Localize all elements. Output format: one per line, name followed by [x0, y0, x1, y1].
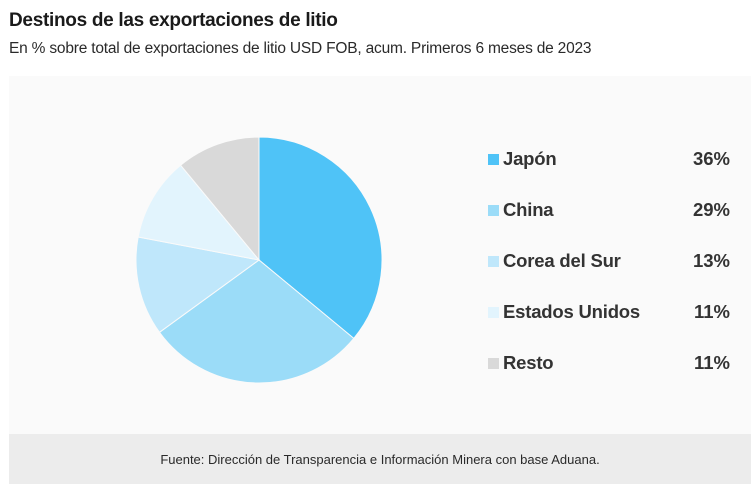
legend: Japón 36% China 29% Corea del Sur 13% Es…: [488, 148, 740, 403]
legend-swatch-icon: [488, 256, 499, 267]
legend-label: China: [503, 199, 554, 220]
chart-title: Destinos de las exportaciones de litio: [9, 10, 338, 31]
pie-slice-china: [158, 259, 355, 384]
legend-value: 11%: [693, 352, 730, 373]
legend-label: Estados Unidos: [503, 301, 640, 322]
legend-label: Corea del Sur: [503, 250, 621, 271]
pie-slice-japón: [258, 136, 383, 340]
legend-item: China 29%: [488, 199, 740, 250]
legend-value: 29%: [692, 199, 730, 220]
legend-swatch-icon: [488, 358, 499, 369]
legend-label: Japón: [503, 148, 557, 169]
pie-slice-estados-unidos: [137, 164, 261, 261]
legend-swatch-icon: [488, 205, 499, 216]
source-note: Fuente: Dirección de Transparencia e Inf…: [9, 434, 751, 484]
source-text: Fuente: Dirección de Transparencia e Inf…: [160, 451, 600, 467]
pie-slice-corea-del-sur: [135, 236, 261, 333]
legend-item: Corea del Sur 13%: [488, 250, 740, 301]
chart-subtitle: En % sobre total de exportaciones de lit…: [9, 40, 592, 57]
legend-item: Japón 36%: [488, 148, 740, 199]
legend-swatch-icon: [488, 154, 499, 165]
legend-item: Resto 11%: [488, 352, 740, 403]
legend-label: Resto: [503, 352, 554, 373]
legend-swatch-icon: [488, 307, 499, 318]
legend-value: 11%: [693, 301, 730, 322]
legend-value: 36%: [692, 148, 730, 169]
legend-item: Estados Unidos 11%: [488, 301, 740, 352]
legend-value: 13%: [692, 250, 730, 271]
pie-slice-resto: [179, 136, 260, 262]
